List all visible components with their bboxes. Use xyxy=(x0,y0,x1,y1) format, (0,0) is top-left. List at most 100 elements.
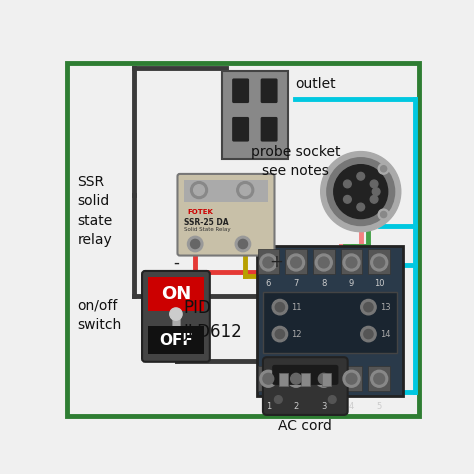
Circle shape xyxy=(371,370,388,387)
Circle shape xyxy=(346,257,357,268)
Bar xyxy=(279,374,288,386)
Circle shape xyxy=(291,257,301,268)
Bar xyxy=(313,249,335,274)
FancyBboxPatch shape xyxy=(142,271,210,362)
Circle shape xyxy=(374,374,384,384)
Bar xyxy=(257,246,403,396)
Circle shape xyxy=(327,158,395,226)
Circle shape xyxy=(288,370,304,387)
Circle shape xyxy=(370,195,378,203)
Circle shape xyxy=(191,239,200,248)
Text: on/off
switch: on/off switch xyxy=(77,298,122,332)
Circle shape xyxy=(263,374,273,384)
Bar xyxy=(368,366,390,391)
Circle shape xyxy=(343,370,360,387)
Circle shape xyxy=(378,209,389,220)
Circle shape xyxy=(357,203,365,211)
FancyBboxPatch shape xyxy=(261,117,278,142)
Circle shape xyxy=(319,257,329,268)
Text: 4: 4 xyxy=(349,402,354,411)
FancyBboxPatch shape xyxy=(263,357,347,415)
Text: 3: 3 xyxy=(321,402,327,411)
Text: 8: 8 xyxy=(321,279,327,288)
Circle shape xyxy=(194,185,204,195)
Circle shape xyxy=(319,374,329,384)
Bar xyxy=(257,366,279,391)
Circle shape xyxy=(364,302,373,312)
Text: OFF: OFF xyxy=(159,333,193,348)
Bar xyxy=(222,71,288,159)
Circle shape xyxy=(260,254,277,271)
Bar xyxy=(172,310,180,327)
Circle shape xyxy=(237,182,254,199)
Circle shape xyxy=(334,164,388,219)
Text: FOTEK: FOTEK xyxy=(188,209,213,215)
Circle shape xyxy=(343,254,360,271)
Circle shape xyxy=(344,195,351,203)
Bar xyxy=(301,374,310,386)
FancyBboxPatch shape xyxy=(272,365,338,385)
Text: SSR
solid
state
relay: SSR solid state relay xyxy=(77,174,113,247)
Text: -: - xyxy=(173,254,179,272)
Text: SSR-25 DA: SSR-25 DA xyxy=(183,218,228,227)
FancyBboxPatch shape xyxy=(177,174,274,255)
Circle shape xyxy=(381,211,387,218)
Circle shape xyxy=(170,308,182,320)
Circle shape xyxy=(344,180,351,188)
Text: Solid State Relay: Solid State Relay xyxy=(183,227,230,232)
Text: +: + xyxy=(269,254,283,272)
Circle shape xyxy=(361,327,376,342)
Text: 9: 9 xyxy=(349,279,354,288)
Circle shape xyxy=(374,257,384,268)
Circle shape xyxy=(272,300,288,315)
Text: 13: 13 xyxy=(380,302,391,311)
Circle shape xyxy=(381,166,387,172)
Bar xyxy=(341,366,362,391)
Text: 11: 11 xyxy=(292,302,302,311)
Circle shape xyxy=(272,327,288,342)
Text: 7: 7 xyxy=(293,279,299,288)
Circle shape xyxy=(370,180,378,188)
Circle shape xyxy=(372,188,380,195)
Circle shape xyxy=(275,302,284,312)
Circle shape xyxy=(188,237,203,252)
Text: 5: 5 xyxy=(376,402,382,411)
Circle shape xyxy=(361,300,376,315)
Circle shape xyxy=(191,182,208,199)
Text: 1: 1 xyxy=(266,402,271,411)
Text: probe socket
see notes: probe socket see notes xyxy=(251,146,340,178)
Circle shape xyxy=(291,374,301,384)
Circle shape xyxy=(357,173,365,180)
Circle shape xyxy=(275,329,284,339)
Circle shape xyxy=(288,254,304,271)
Bar xyxy=(285,249,307,274)
Circle shape xyxy=(371,254,388,271)
Circle shape xyxy=(315,254,332,271)
Text: 2: 2 xyxy=(293,402,299,411)
Bar xyxy=(341,249,362,274)
Text: 14: 14 xyxy=(380,329,391,338)
Bar xyxy=(148,277,204,311)
Text: PID
JLD612: PID JLD612 xyxy=(183,300,242,341)
Circle shape xyxy=(238,239,247,248)
Bar xyxy=(263,292,397,353)
Circle shape xyxy=(240,185,251,195)
FancyBboxPatch shape xyxy=(261,78,278,103)
FancyBboxPatch shape xyxy=(232,117,249,142)
Circle shape xyxy=(235,237,251,252)
Bar xyxy=(285,366,307,391)
Text: AC cord: AC cord xyxy=(278,419,332,433)
Circle shape xyxy=(274,396,282,403)
Circle shape xyxy=(321,152,401,232)
Circle shape xyxy=(263,257,273,268)
Text: 10: 10 xyxy=(374,279,384,288)
Circle shape xyxy=(346,374,357,384)
Bar xyxy=(257,249,279,274)
Text: 6: 6 xyxy=(265,279,271,288)
Bar xyxy=(183,180,268,201)
Bar xyxy=(313,366,335,391)
Circle shape xyxy=(364,329,373,339)
Text: 12: 12 xyxy=(292,329,302,338)
Bar xyxy=(368,249,390,274)
Bar xyxy=(322,374,331,386)
